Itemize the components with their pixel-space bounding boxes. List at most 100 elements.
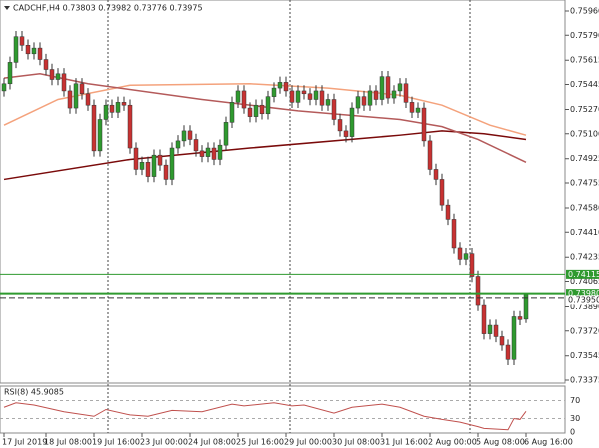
candle-body <box>199 150 205 157</box>
candle-body <box>451 219 457 249</box>
candle-body <box>361 96 367 106</box>
y-tick-label: 0.74755 <box>570 179 599 188</box>
candle-body <box>49 69 55 80</box>
candle-body <box>427 140 433 170</box>
candle-body <box>133 147 139 170</box>
candle-body <box>403 83 409 103</box>
candle-body <box>211 147 217 160</box>
candle-body <box>277 82 283 89</box>
rsi-plot-frame <box>0 385 566 434</box>
x-tick-label: 30 Jul 08:00 <box>332 438 380 447</box>
candle-body <box>307 93 313 100</box>
candle-body <box>157 154 163 166</box>
rsi-tick-label: 0 <box>570 428 575 437</box>
candle-body <box>397 83 403 92</box>
candle-body <box>103 104 109 120</box>
candle-body <box>433 169 439 180</box>
candle-body <box>373 90 379 100</box>
candle-body <box>319 90 325 106</box>
rsi-tick-label: 30 <box>570 414 580 423</box>
y-tick-label: 0.75445 <box>570 80 599 89</box>
y-tick-label: 0.73375 <box>570 376 599 385</box>
y-tick-label: 0.73545 <box>570 351 599 360</box>
price-level-label: 0.74115 <box>568 270 599 279</box>
x-tick-label: 17 Jul 2019 <box>2 438 47 447</box>
candle-body <box>325 99 331 106</box>
candle-body <box>13 36 19 63</box>
candle-body <box>127 104 133 149</box>
candle-body <box>493 324 499 337</box>
y-tick-label: 0.74925 <box>570 154 599 163</box>
x-tick-label: 5 Aug 08:00 <box>476 438 525 447</box>
candle-body <box>175 140 181 149</box>
x-tick-label: 2 Aug 00:00 <box>428 438 477 447</box>
x-tick-label: 25 Jul 16:00 <box>236 438 284 447</box>
candle-body <box>25 45 31 55</box>
candle-body <box>73 83 79 109</box>
candle-body <box>241 90 247 109</box>
candle-body <box>349 107 355 137</box>
candle-body <box>217 144 223 160</box>
rsi-title: RSI(8) 45.9085 <box>4 388 64 397</box>
candle-body <box>367 90 373 106</box>
chart-title: CADCHF,H4 0.73803 0.73982 0.73776 0.7397… <box>13 4 203 13</box>
candle-body <box>235 90 241 103</box>
candle-body <box>205 147 211 157</box>
candle-body <box>229 102 235 123</box>
candle-body <box>301 90 307 95</box>
candle-body <box>445 204 451 220</box>
candle-body <box>517 316 523 320</box>
candle-body <box>121 102 127 106</box>
candle-body <box>337 119 343 132</box>
price-level-label: 0.73950 <box>568 295 599 304</box>
candle-body <box>385 76 391 99</box>
candle-body <box>313 90 319 100</box>
moving-average <box>3 130 527 181</box>
candle-body <box>475 276 481 306</box>
candle-body <box>163 164 169 180</box>
y-tick-label: 0.74235 <box>570 253 599 262</box>
candle-body <box>37 47 43 60</box>
candle-body <box>355 96 361 109</box>
candle-body <box>139 162 145 170</box>
candle-body <box>511 316 517 360</box>
x-tick-label: 23 Jul 00:00 <box>140 438 188 447</box>
candle-body <box>379 76 385 100</box>
candle-body <box>457 247 463 260</box>
candle-body <box>7 62 13 85</box>
candle-body <box>505 344 511 360</box>
candle-body <box>97 119 103 152</box>
candle-body <box>193 139 199 152</box>
candle-body <box>499 336 505 346</box>
candle-body <box>253 104 259 117</box>
candle-body <box>343 130 349 137</box>
candle-body <box>85 93 91 106</box>
candle-body <box>55 73 61 80</box>
x-tick-label: 6 Aug 16:00 <box>524 438 573 447</box>
candle-body <box>331 99 337 120</box>
candle-body <box>31 47 37 55</box>
candle-body <box>151 154 157 177</box>
candle-body <box>295 90 301 103</box>
price-level-label: 0.73980 <box>568 289 599 298</box>
rsi-tick-label: 70 <box>570 396 580 405</box>
x-tick-label: 18 Jul 08:00 <box>44 438 92 447</box>
rsi-line <box>3 402 527 431</box>
candle-body <box>469 253 475 277</box>
candle-body <box>259 104 265 115</box>
candle-body <box>283 82 289 92</box>
y-tick-label: 0.74065 <box>570 277 599 286</box>
price-level-tag <box>566 295 599 305</box>
main-plot-frame <box>0 0 566 384</box>
candle-body <box>181 130 187 142</box>
x-tick-label: 24 Jul 08:00 <box>188 438 236 447</box>
candle-body <box>67 90 73 109</box>
